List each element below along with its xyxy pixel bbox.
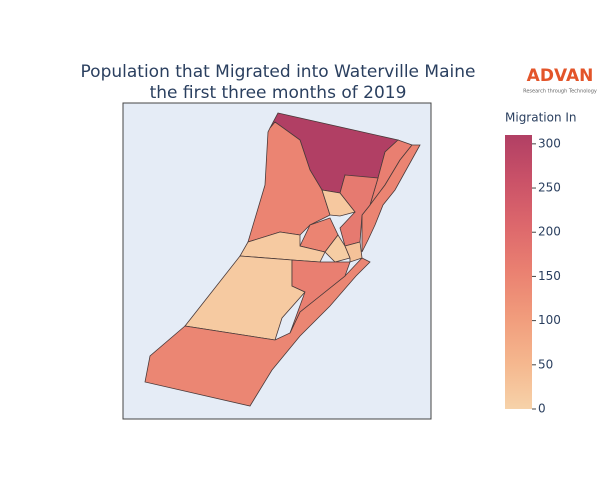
colorbar-tick-label: 50 bbox=[538, 357, 553, 371]
region bbox=[361, 144, 421, 253]
region bbox=[289, 259, 351, 334]
colorbar-tick-label: 300 bbox=[538, 136, 561, 150]
logo-name: ADVAN bbox=[527, 66, 594, 86]
title-line: the first three months of 2019 bbox=[150, 83, 407, 103]
colorbar-title: Migration In bbox=[505, 111, 577, 125]
colorbar bbox=[505, 135, 532, 409]
colorbar-tick-label: 150 bbox=[538, 269, 561, 283]
colorbar-tick-label: 200 bbox=[538, 225, 561, 239]
colorbar-tick-label: 0 bbox=[538, 402, 546, 416]
region bbox=[344, 241, 363, 263]
logo-tagline: Research through Technology bbox=[523, 89, 597, 95]
map bbox=[144, 112, 421, 407]
colorbar-tick-label: 100 bbox=[538, 313, 561, 327]
region bbox=[321, 189, 356, 217]
colorbar-ticks: 0 50 100 150 200 250 300 bbox=[532, 136, 561, 416]
title-line: Population that Migrated into Waterville… bbox=[81, 62, 476, 82]
region bbox=[324, 234, 351, 263]
colorbar-tick-label: 250 bbox=[538, 181, 561, 195]
